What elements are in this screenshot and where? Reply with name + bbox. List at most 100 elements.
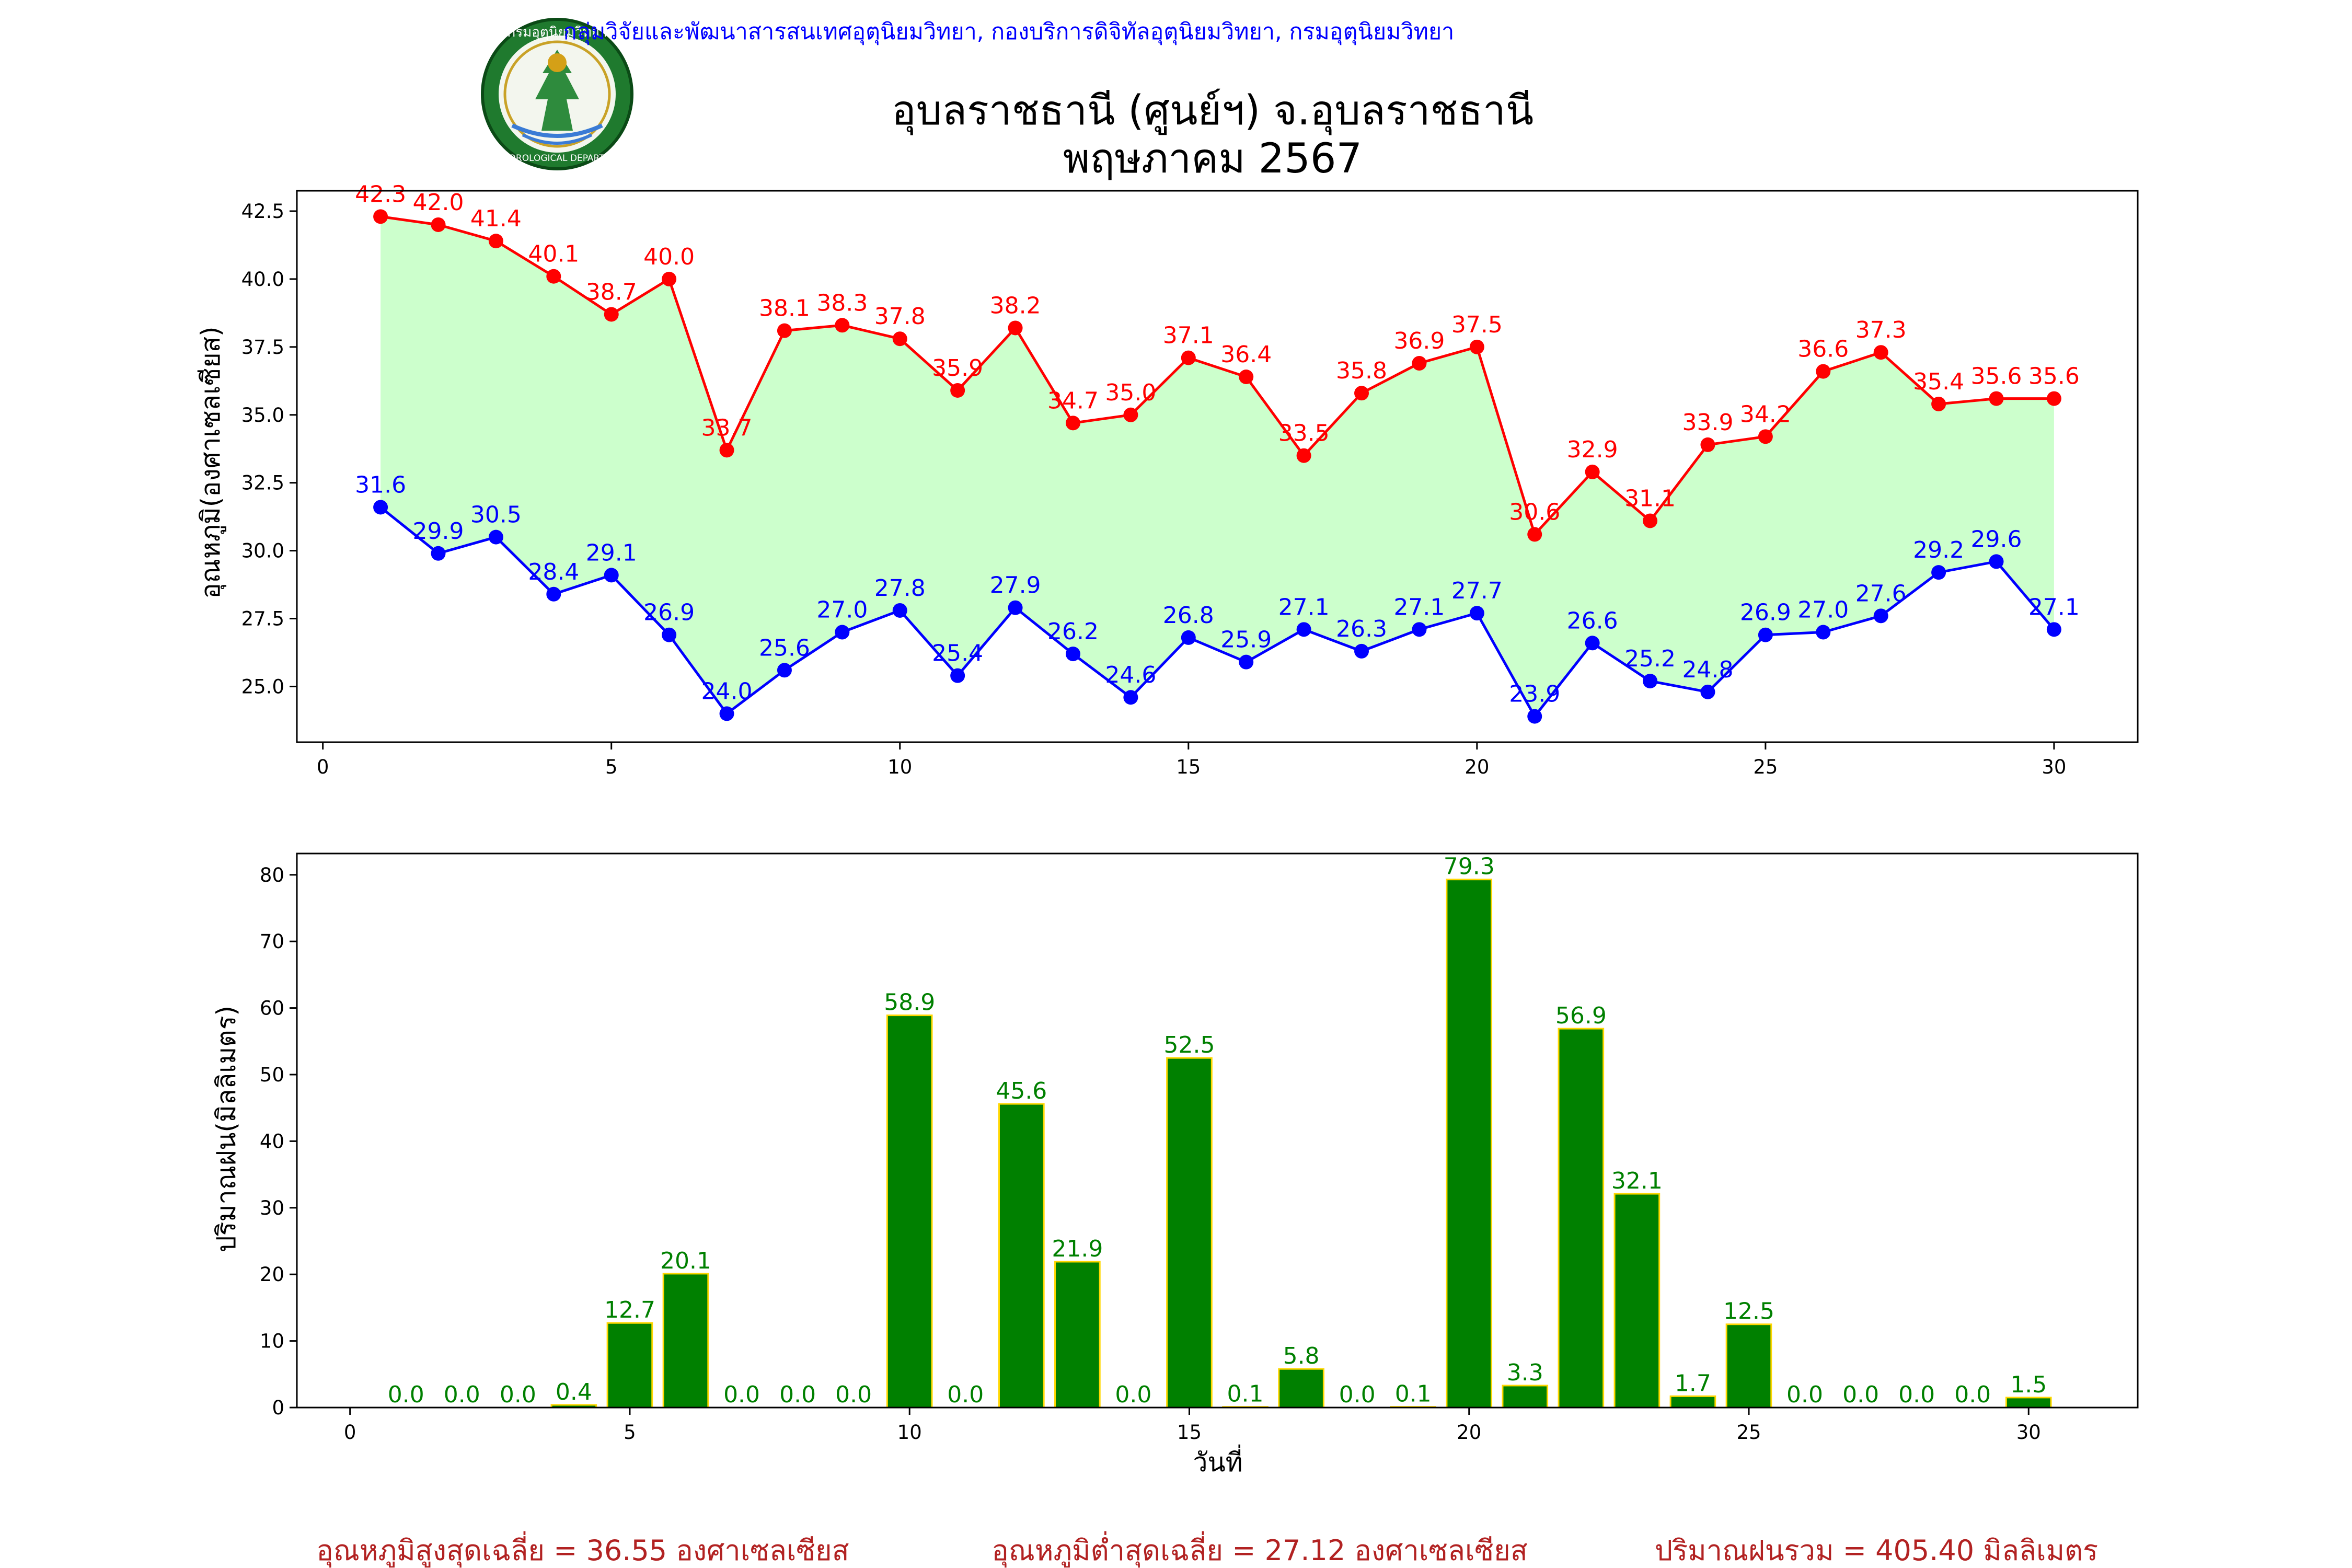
header: กรมอุตุนิยมวิทยา METEOROLOGICAL DEPARTME… <box>481 18 1534 182</box>
rainfall-value-label: 79.3 <box>1444 854 1495 880</box>
rainfall-bar <box>1613 1193 1661 1409</box>
rainfall-chart: 0.0 0.0 0.0 0.4 12.720.1 0.0 0.0 0.0 58.9 0.0 45.6… <box>211 852 2139 1478</box>
max-temperature-point <box>2046 391 2061 406</box>
rainfall-value-label: 0.0 <box>1786 1381 1823 1408</box>
max-temperature-label: 38.7 <box>586 279 637 305</box>
min-temperature-point <box>892 603 907 618</box>
rainfall-y-tick-label: 50 <box>260 1064 284 1086</box>
rainfall-x-tick-label: 15 <box>1177 1421 1202 1444</box>
rainfall-bar <box>606 1322 653 1409</box>
rainfall-bar <box>1166 1057 1213 1409</box>
rainfall-value-label: 45.6 <box>996 1078 1047 1104</box>
max-temperature-label: 40.1 <box>528 241 579 268</box>
min-temperature-point <box>1989 554 2004 569</box>
rainfall-axes: 0 5 10 15 20 25 30 0 10 20 30 40 50 60 70 80 <box>260 852 2139 1444</box>
min-temperature-label: 24.0 <box>701 678 753 705</box>
max-temperature-point <box>1643 513 1658 528</box>
rainfall-bar <box>1669 1395 1716 1409</box>
rainfall-value-label: 1.7 <box>1675 1370 1711 1397</box>
temperature-y-tick-label: 25.0 <box>241 675 284 698</box>
rainfall-bar <box>1446 879 1493 1409</box>
temperature-y-tick-label: 27.5 <box>241 608 284 630</box>
rainfall-y-tick-label: 40 <box>260 1130 284 1152</box>
min-temperature-point <box>1758 627 1773 642</box>
min-temperature-label: 26.9 <box>1740 599 1791 626</box>
min-temperature-label: 25.4 <box>932 640 983 667</box>
rainfall-value-label: 1.5 <box>2010 1371 2047 1398</box>
rainfall-value-label: 52.5 <box>1163 1032 1215 1058</box>
rainfall-y-tick-label: 80 <box>260 864 284 886</box>
rainfall-value-label: 12.5 <box>1723 1298 1774 1325</box>
min-temperature-label: 24.8 <box>1682 656 1733 683</box>
min-temperature-label: 27.1 <box>1278 594 1330 620</box>
max-temperature-label: 38.3 <box>816 290 868 316</box>
min-temperature-label: 25.2 <box>1624 645 1676 672</box>
temperature-x-tick-label: 5 <box>605 756 618 778</box>
rainfall-y-axis-label: ปริมาณฝน(มิลลิเมตร) <box>211 1006 241 1252</box>
max-temperature-point <box>1700 437 1715 452</box>
max-temperature-label: 35.0 <box>1105 379 1156 406</box>
max-temperature-point <box>431 217 446 232</box>
min-temperature-point <box>1065 647 1080 662</box>
rainfall-x-axis-label: วันที่ <box>1193 1445 1242 1478</box>
temperature-plot-frame <box>296 190 2139 743</box>
temperature-y-tick-label: 42.5 <box>241 200 284 223</box>
rainfall-value-label: 0.0 <box>1898 1381 1935 1408</box>
max-temperature-label: 35.9 <box>932 355 983 382</box>
temperature-x-tick-label: 15 <box>1176 756 1201 778</box>
temperature-x-tick-label: 10 <box>887 756 912 778</box>
min-temperature-line <box>379 506 2055 719</box>
temperature-x-tick-label: 30 <box>2042 756 2066 778</box>
min-temperature-label: 23.9 <box>1509 681 1560 708</box>
max-temperature-point <box>777 323 792 338</box>
max-temperature-label: 37.3 <box>1855 317 1907 343</box>
min-temperature-point <box>1700 684 1715 699</box>
min-temperature-label: 27.1 <box>2028 594 2080 620</box>
min-temperature-label: 26.6 <box>1567 607 1618 634</box>
rainfall-value-label: 0.0 <box>1842 1381 1879 1408</box>
min-temperature-point <box>1181 630 1196 645</box>
logo-top-text: กรมอุตุนิยมวิทยา <box>507 25 607 40</box>
rainfall-value-label: 3.3 <box>1507 1359 1543 1386</box>
rainfall-plot-frame <box>296 852 2139 1409</box>
min-temperature-point <box>373 500 388 515</box>
max-temperature-label: 35.8 <box>1336 358 1387 384</box>
rainfall-value-label: 0.0 <box>947 1381 984 1408</box>
max-temperature-point <box>1412 356 1427 371</box>
min-temperature-point <box>1123 690 1138 705</box>
rainfall-x-tick-label: 10 <box>897 1421 922 1444</box>
max-temperature-label: 42.3 <box>355 181 406 207</box>
rainfall-y-tick-label: 10 <box>260 1330 284 1353</box>
max-temperature-label: 31.1 <box>1624 485 1676 512</box>
max-temperature-point <box>1296 448 1311 463</box>
max-temperature-label: 41.4 <box>470 205 522 232</box>
min-temperature-point <box>777 663 792 678</box>
rainfall-y-tick-label: 60 <box>260 997 284 1020</box>
average-min-temperature: อุณหภูมิต่ำสุดเฉลี่ย = 27.12 องศาเซลเซีย… <box>991 1531 1527 1568</box>
logo-bottom-text: METEOROLOGICAL DEPARTMENT <box>485 153 630 164</box>
min-temperature-point <box>1527 709 1542 724</box>
max-temperature-point <box>662 271 677 286</box>
credit-line: กลุ่มวิจัยและพัฒนาสารสนเทศอุตุนิยมวิทยา,… <box>563 19 1455 45</box>
rainfall-value-label: 0.0 <box>723 1381 760 1408</box>
rainfall-bar <box>2005 1397 2052 1409</box>
max-temperature-label: 35.6 <box>2028 363 2080 390</box>
min-temperature-label: 31.6 <box>355 471 406 498</box>
temperature-fill-area <box>381 216 2054 717</box>
rainfall-bar <box>1502 1385 1549 1409</box>
min-temperature-point <box>1296 622 1311 637</box>
min-temperature-label: 27.1 <box>1393 594 1445 620</box>
max-temperature-point <box>1989 391 2004 406</box>
max-temperature-label: 36.4 <box>1220 341 1272 368</box>
max-temperature-point <box>1065 416 1080 431</box>
rainfall-value-label: 58.9 <box>884 989 935 1016</box>
min-temperature-point <box>1469 606 1484 621</box>
rainfall-bars <box>550 879 2052 1409</box>
max-temperature-point <box>1758 429 1773 444</box>
min-temperature-point <box>1412 622 1427 637</box>
rainfall-value-label: 0.0 <box>1339 1381 1376 1408</box>
max-temperature-line <box>380 215 2054 537</box>
max-temperature-label: 37.5 <box>1451 312 1503 338</box>
min-temperature-point <box>2046 622 2061 637</box>
